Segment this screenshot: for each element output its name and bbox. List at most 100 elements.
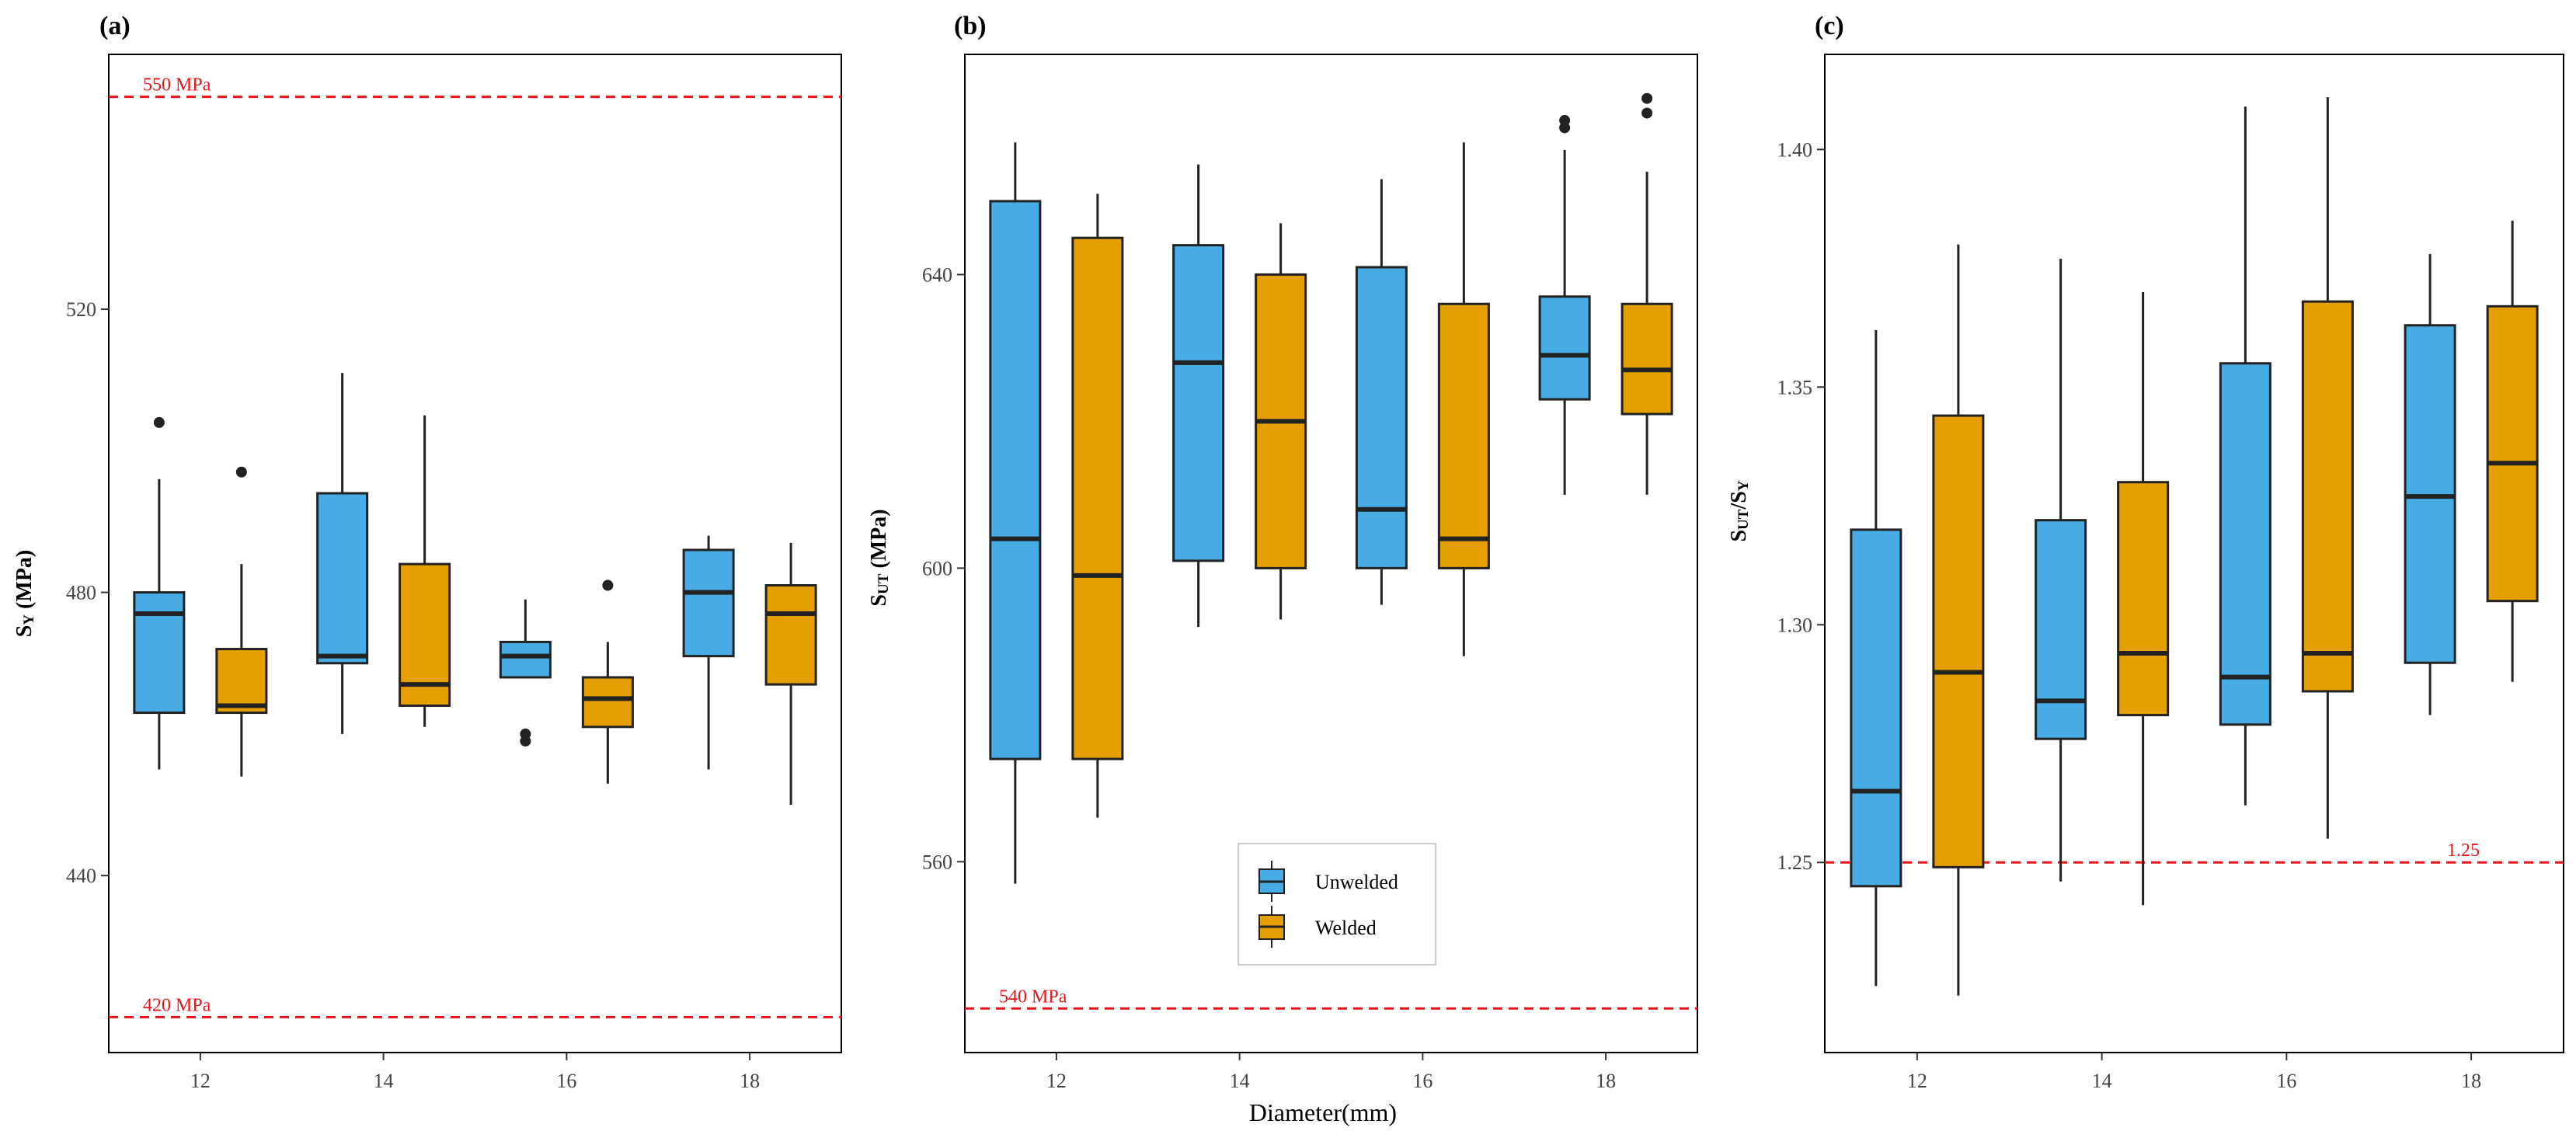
box-welded-14 [1255,223,1307,620]
box-body [1071,236,1124,760]
x-tick-label: 12 [1907,1070,1927,1092]
y-axis-title: SUT/SY [1727,480,1752,541]
plot-frame [108,54,842,1053]
box-unwelded-14 [1172,164,1225,627]
x-tick-label: 16 [2276,1070,2296,1092]
box-body [215,648,268,715]
box-unwelded-12 [133,416,186,770]
outlier-point [153,416,165,428]
box-welded-14 [2117,291,2170,906]
y-tick-label: 600 [922,557,952,579]
panel-b: (b) SUT (MPa) Diameter(mm) 560 600 640 12 14… [867,12,1698,1126]
box-body [133,591,186,715]
box-body [1355,266,1408,569]
x-tick-label: 14 [2092,1070,2112,1092]
y-tick-label: 1.40 [1777,138,1813,161]
box-body [316,492,369,665]
box-body [399,562,451,707]
plot-frame [964,54,1698,1053]
y-tick-label: 560 [922,851,952,873]
outlier-point [235,466,247,478]
box-unwelded-12 [989,142,1042,884]
y-tick-label: 640 [922,263,952,286]
box-welded-12 [1932,244,1985,996]
x-tick-label: 18 [740,1070,760,1092]
legend-frame [1238,843,1436,966]
box-body [682,548,735,658]
outlier-point [1641,107,1653,119]
box-unwelded-14 [2035,259,2087,882]
box-body [1850,528,1902,888]
box-welded-16 [2301,97,2354,839]
box-body [2404,324,2456,664]
box-unwelded-18 [2404,254,2456,715]
box-welded-18 [764,542,817,806]
legend-label: Unwelded [1315,871,1398,893]
box-unwelded-14 [316,373,369,734]
outlier-point [1559,115,1571,127]
reference-line-label: 420 MPa [143,995,211,1015]
box-body [764,584,817,686]
y-tick-label: 520 [66,298,96,321]
box-welded-12 [215,466,268,777]
box-body [581,676,634,729]
box-welded-16 [581,579,634,784]
box-body [2117,481,2170,717]
box-welded-18 [1620,92,1673,495]
legend: Unwelded Welded [1238,843,1436,966]
box-body [1172,244,1225,562]
outlier-point [602,579,614,591]
panel-label: (b) [954,12,987,40]
box-unwelded-12 [1850,329,1902,987]
y-tick-label: 1.35 [1777,376,1813,398]
panel-label: (a) [99,12,131,40]
box-unwelded-18 [682,535,735,770]
plot-frame [1824,54,2564,1053]
legend-item-welded: Welded [1258,906,1377,948]
panel-a: (a) SY (MPa) 440 480 520 12 14 16 18 550 MPa 420… [12,12,842,1092]
box-body [989,200,1042,760]
box-body [499,640,552,679]
box-body [1620,302,1673,416]
x-tick-label: 18 [1596,1070,1616,1092]
y-axis-title: SUT (MPa) [867,509,892,606]
x-tick-label: 16 [1412,1070,1432,1092]
y-axis-title: SY (MPa) [12,550,37,638]
box-body [2301,300,2354,693]
x-tick-label: 14 [1230,1070,1250,1092]
x-tick-label: 12 [1046,1070,1067,1092]
box-welded-14 [399,415,451,727]
box-body [1538,295,1591,401]
legend-label: Welded [1315,917,1377,939]
box-body [2035,519,2087,740]
panel-c: (c) SUT/SY 1.25 1.30 1.35 1.40 12 14 16 18 1.25 [1727,12,2564,1092]
box-welded-16 [1437,142,1490,656]
box-body [1932,414,1985,868]
box-welded-18 [2486,221,2539,682]
outlier-point [520,728,531,740]
box-body [2486,305,2539,603]
reference-line-label: 1.25 [2447,840,2480,861]
outlier-point [1641,92,1653,104]
box-body [1437,302,1490,569]
x-tick-label: 18 [2461,1070,2481,1092]
box-unwelded-16 [499,599,552,747]
reference-line-label: 540 MPa [999,987,1067,1007]
box-unwelded-16 [1355,179,1408,605]
x-tick-label: 14 [374,1070,394,1092]
y-tick-label: 1.25 [1777,851,1813,874]
y-tick-label: 440 [66,865,96,887]
x-tick-label: 12 [190,1070,211,1092]
box-unwelded-16 [2219,106,2271,806]
legend-item-unwelded: Unwelded [1258,861,1398,902]
x-axis-title: Diameter(mm) [1249,1098,1397,1126]
x-tick-label: 16 [556,1070,576,1092]
box-unwelded-18 [1538,115,1591,495]
box-body [2219,362,2271,726]
y-tick-label: 1.30 [1777,614,1813,636]
box-welded-12 [1071,193,1124,818]
reference-line-label: 550 MPa [143,75,211,96]
panel-label: (c) [1815,12,1844,40]
y-tick-label: 480 [66,582,96,604]
